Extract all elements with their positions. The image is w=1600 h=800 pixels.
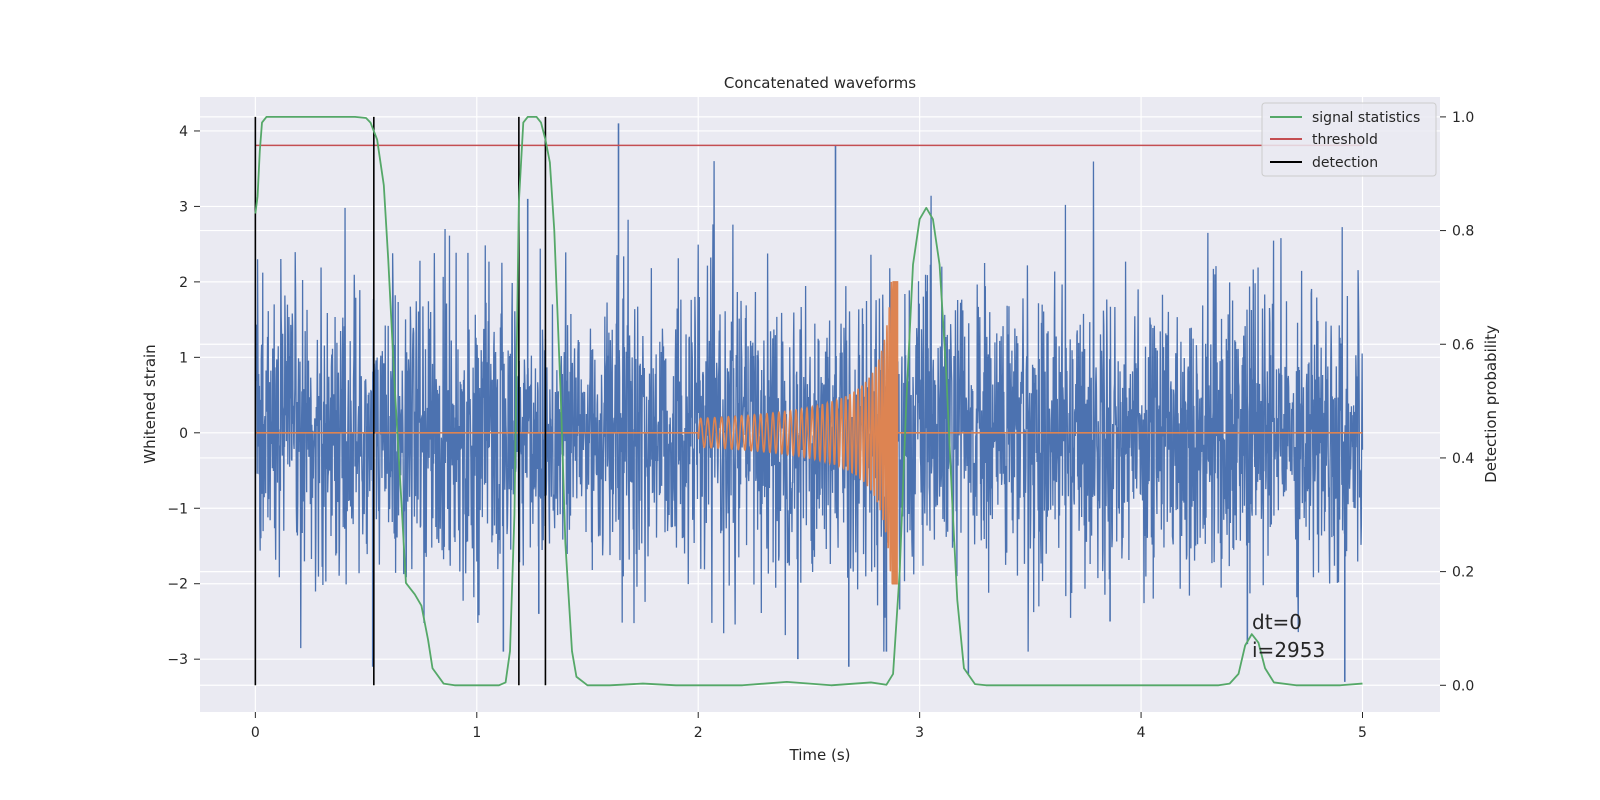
legend-label-detection: detection (1312, 155, 1378, 171)
y2-tick-label: 0.0 (1452, 678, 1474, 694)
x-tick-label: 4 (1137, 725, 1146, 741)
y2-axis-label: Detection probability (1482, 325, 1500, 483)
y2-tick-label: 0.4 (1452, 451, 1474, 467)
y-tick-label: −2 (167, 577, 188, 593)
x-tick-label: 3 (915, 725, 924, 741)
y2-tick-label: 0.2 (1452, 565, 1474, 581)
signal-statistics-layer (254, 115, 1363, 687)
legend-label-signal-statistics: signal statistics (1312, 110, 1420, 126)
annotation-i: i=2953 (1252, 638, 1325, 662)
y-axis-label: Whitened strain (141, 344, 159, 463)
signal-statistics-line (254, 115, 1363, 687)
y-tick-label: 2 (179, 275, 188, 291)
injection-series (255, 281, 1363, 585)
legend: signal statistics threshold detection (1261, 102, 1437, 177)
x-tick-label: 1 (472, 725, 481, 741)
y-tick-label: −1 (167, 501, 188, 517)
x-tick-label: 2 (694, 725, 703, 741)
y2-tick-label: 1.0 (1452, 110, 1474, 126)
legend-box (1261, 102, 1437, 177)
injection-trace (255, 281, 1363, 585)
y-tick-label: 0 (179, 426, 188, 442)
legend-label-threshold: threshold (1312, 132, 1378, 148)
strain-series (254, 123, 1364, 682)
annotation-dt: dt=0 (1252, 610, 1302, 634)
y-tick-label: 4 (179, 124, 188, 140)
strain-trace (254, 161, 1364, 652)
ticks: 0 1 2 3 4 5 −3 −2 −1 0 1 2 3 4 0.0 0.2 0.4 0.6 0.8 1.0 (167, 110, 1474, 741)
y-tick-label: 1 (179, 350, 188, 366)
y2-tick-label: 0.6 (1452, 337, 1474, 353)
x-tick-label: 0 (251, 725, 260, 741)
y-tick-label: −3 (167, 652, 188, 668)
y2-tick-label: 0.8 (1452, 224, 1474, 240)
x-axis-label: Time (s) (789, 746, 851, 764)
y-tick-label: 3 (179, 199, 188, 215)
chart-title: Concatenated waveforms (724, 74, 916, 92)
x-tick-label: 5 (1358, 725, 1367, 741)
